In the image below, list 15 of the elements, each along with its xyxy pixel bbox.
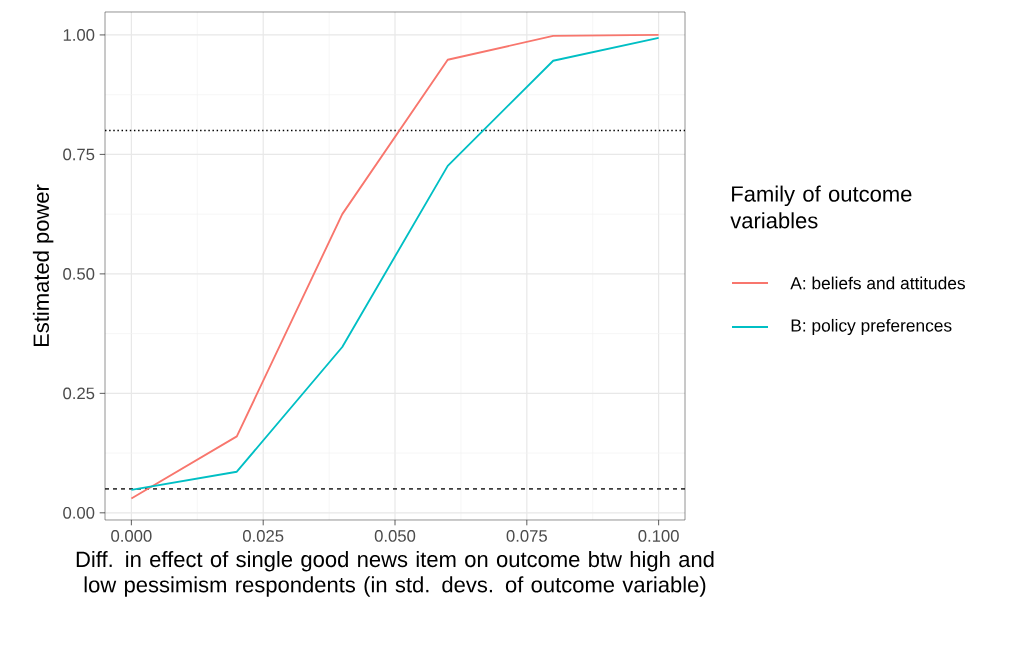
x-tick-label: 0.025 [242, 530, 284, 542]
y-tick-label: 0.25 [63, 387, 95, 400]
legend-label: B: policy preferences [791, 318, 952, 336]
x-tick-label: 0.075 [506, 530, 547, 542]
legend-label: A: beliefs and attitudes [790, 276, 965, 290]
x-tick-label: 0.100 [638, 530, 679, 542]
y-tick-label: 0.50 [63, 267, 95, 280]
y-axis-title: Estimated power [32, 184, 54, 347]
y-tick-label: 1.00 [63, 29, 95, 41]
y-tick-label: 0.75 [63, 148, 95, 161]
x-tick-label: 0.050 [374, 530, 416, 542]
y-tick-label: 0.00 [63, 506, 95, 519]
x-tick-label: 0.000 [111, 530, 152, 542]
legend-title: Family of outcome variables [730, 185, 912, 229]
x-axis-title: Diff. in effect of single good news item on outcome btw high and low pessimism respondents (in std. devs. of outcome variable) [76, 550, 714, 597]
